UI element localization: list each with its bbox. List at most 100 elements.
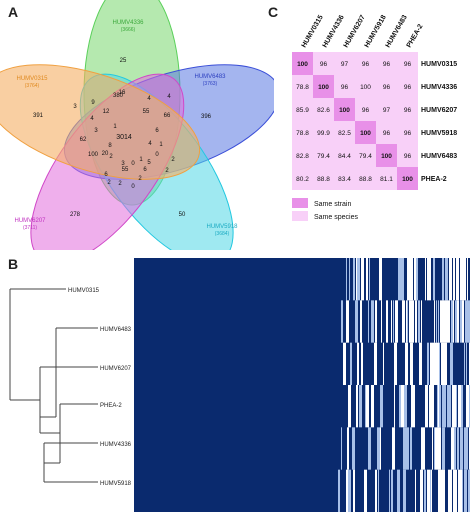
tree-edges bbox=[9, 288, 98, 483]
matrix-cell bbox=[313, 52, 334, 75]
heatmap-absent-cell bbox=[445, 258, 448, 301]
matrix-value: 78.8 bbox=[296, 130, 309, 137]
venn-region-count: 55 bbox=[143, 109, 150, 115]
heatmap-absent-cell bbox=[361, 342, 363, 385]
heatmap-absent-cell bbox=[366, 385, 369, 428]
heatmap-absent-cell bbox=[402, 300, 405, 343]
venn-region-count: 1 bbox=[159, 142, 163, 148]
matrix-cell bbox=[376, 52, 397, 75]
heatmap-absent-cell bbox=[462, 300, 464, 343]
matrix-cell bbox=[292, 121, 313, 144]
heatmap-absent-cell bbox=[437, 385, 438, 428]
matrix-value: 96 bbox=[383, 84, 391, 91]
venn-region-count: 0 bbox=[155, 152, 159, 158]
heatmap-absent-cell bbox=[350, 342, 352, 385]
tree-leaf-label: HUMV5918 bbox=[100, 481, 132, 487]
legend-label: Same strain bbox=[314, 201, 351, 208]
heatmap-absent-cell bbox=[338, 469, 340, 512]
heatmap-absent-cell bbox=[438, 385, 439, 428]
matrix-value: 79.4 bbox=[317, 153, 330, 160]
heatmap-absent-cell bbox=[451, 469, 452, 512]
heatmap-absent-cell bbox=[447, 300, 450, 343]
matrix-column-label: HUMV4336 bbox=[322, 14, 346, 49]
heatmap-absent-cell bbox=[468, 300, 470, 343]
panel-a-letter: A bbox=[8, 4, 19, 20]
heatmap-absent-cell bbox=[442, 300, 445, 343]
venn-region-count: 4 bbox=[167, 94, 171, 100]
heatmap-absent-cell bbox=[429, 385, 432, 428]
venn-set-count: (3666) bbox=[121, 27, 136, 33]
heatmap-absent-cell bbox=[441, 300, 442, 343]
matrix-value: 100 bbox=[360, 84, 371, 91]
heatmap-absent-cell bbox=[438, 427, 441, 470]
heatmap-absent-cell bbox=[412, 300, 414, 343]
heatmap-absent-cell bbox=[415, 469, 416, 512]
heatmap-absent-cell bbox=[364, 469, 367, 512]
heatmap-absent-cell bbox=[397, 469, 400, 512]
heatmap-absent-cell bbox=[401, 385, 404, 428]
heatmap-absent-cell bbox=[409, 258, 410, 301]
venn-region-count: 0 bbox=[131, 161, 135, 167]
matrix-cell bbox=[334, 75, 355, 98]
venn-region-count: 2 bbox=[165, 168, 169, 174]
matrix-cell bbox=[292, 98, 313, 121]
heatmap-absent-cell bbox=[428, 258, 431, 301]
heatmap-absent-cell bbox=[451, 427, 454, 470]
matrix-cell bbox=[292, 167, 313, 190]
heatmap-absent-cell bbox=[447, 385, 448, 428]
matrix-cell bbox=[334, 98, 355, 121]
heatmap-absent-cell bbox=[434, 342, 435, 385]
heatmap-absent-cell bbox=[383, 342, 384, 385]
tree-leaf-label: HUMV6483 bbox=[100, 327, 132, 333]
matrix-cell bbox=[376, 75, 397, 98]
heatmap-absent-cell bbox=[435, 342, 436, 385]
heatmap-absent-cell bbox=[456, 258, 459, 301]
heatmap-absent-cell bbox=[394, 385, 395, 428]
heatmap-absent-cell bbox=[432, 427, 433, 470]
matrix-cell bbox=[397, 121, 418, 144]
panel-b-letter: B bbox=[8, 256, 19, 272]
venn-region-count: 3 bbox=[94, 128, 98, 134]
heatmap-absent-cell bbox=[430, 469, 431, 512]
heatmap-absent-cell bbox=[460, 427, 463, 470]
matrix-cell bbox=[313, 121, 334, 144]
matrix-row-label: HUMV0315 bbox=[421, 61, 457, 68]
heatmap-absent-cell bbox=[454, 427, 456, 470]
venn-region-count: 6 bbox=[104, 172, 108, 178]
heatmap-absent-cell bbox=[466, 385, 469, 428]
heatmap-absent-cell bbox=[343, 342, 346, 385]
heatmap-absent-cell bbox=[365, 385, 366, 428]
heatmap-absent-cell bbox=[348, 385, 351, 428]
matrix-column-label: HUMV0315 bbox=[301, 14, 325, 49]
heatmap-absent-cell bbox=[442, 427, 445, 470]
matrix-cell bbox=[292, 144, 313, 167]
matrix-value: 96 bbox=[404, 130, 412, 137]
heatmap-absent-cell bbox=[419, 342, 422, 385]
heatmap-absent-cell bbox=[450, 342, 453, 385]
heatmap-absent-cell bbox=[453, 300, 454, 343]
heatmap-absent-cell bbox=[394, 342, 397, 385]
heatmap-absent-cell bbox=[386, 300, 388, 343]
heatmap-absent-cell bbox=[425, 258, 426, 301]
identity-matrix: HUMV0315HUMV4336HUMV6207HUMV5918HUMV6483… bbox=[292, 14, 457, 221]
heatmap-absent-cell bbox=[378, 469, 379, 512]
heatmap-absent-cell bbox=[455, 469, 457, 512]
venn-region-count: 6 bbox=[155, 128, 159, 134]
tree-leaf-label: HUMV0315 bbox=[68, 288, 100, 294]
heatmap-absent-cell bbox=[374, 342, 377, 385]
heatmap-absent-cell bbox=[360, 300, 362, 343]
heatmap-absent-cell bbox=[469, 385, 470, 428]
matrix-value: 96 bbox=[383, 61, 391, 68]
heatmap-row bbox=[343, 342, 470, 385]
matrix-cell bbox=[397, 144, 418, 167]
heatmap-absent-cell bbox=[438, 300, 439, 343]
heatmap-absent-cell bbox=[352, 427, 355, 470]
venn-region-count: 1 bbox=[113, 124, 117, 130]
matrix-column-label: HUMV5918 bbox=[364, 14, 388, 49]
matrix-value: 82.6 bbox=[317, 107, 330, 114]
heatmap-absent-cell bbox=[399, 385, 401, 428]
heatmap-absent-cell bbox=[421, 300, 422, 343]
heatmap-absent-cell bbox=[463, 258, 466, 301]
matrix-value: 96 bbox=[404, 153, 412, 160]
matrix-column-label: PHEA-2 bbox=[406, 23, 425, 49]
